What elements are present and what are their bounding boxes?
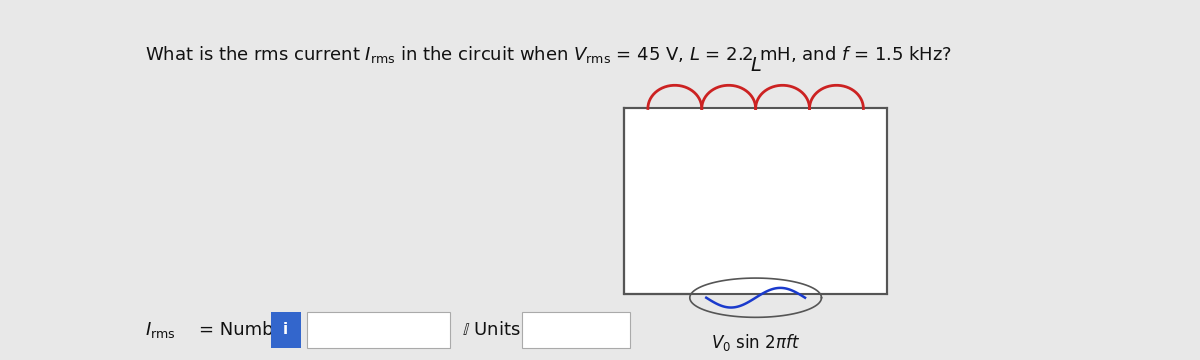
Text: What is the rms current $I_{\rm rms}$ in the circuit when $V_{\rm rms}$ = 45 V, : What is the rms current $I_{\rm rms}$ in…	[145, 44, 952, 65]
Text: $I_{\rm rms}$: $I_{\rm rms}$	[145, 320, 176, 340]
Bar	[624, 108, 887, 294]
Text: = Number: = Number	[199, 321, 292, 339]
FancyBboxPatch shape	[522, 312, 630, 348]
Text: $V_0$ sin $2\pi ft$: $V_0$ sin $2\pi ft$	[712, 332, 800, 353]
Text: v: v	[614, 323, 622, 337]
Text: L: L	[750, 55, 761, 75]
FancyBboxPatch shape	[307, 312, 450, 348]
Text: i: i	[283, 322, 288, 337]
FancyBboxPatch shape	[271, 312, 301, 348]
Text: $\mathbb{I}$ Units: $\mathbb{I}$ Units	[462, 321, 521, 339]
